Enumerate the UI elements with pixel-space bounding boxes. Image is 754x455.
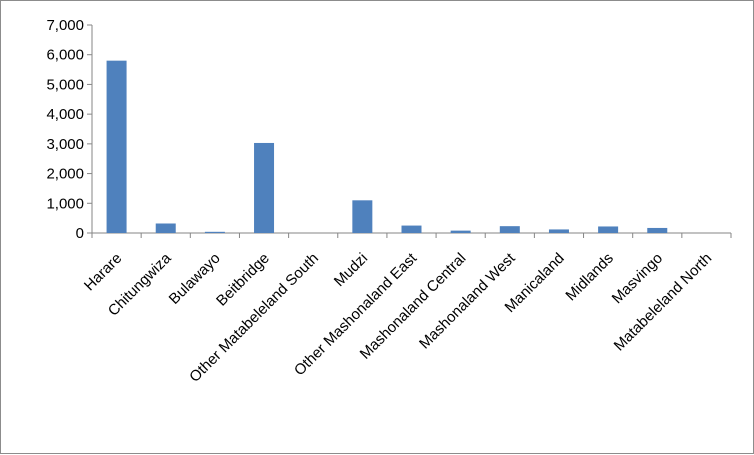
y-tick-label: 5,000 bbox=[46, 76, 84, 93]
bar bbox=[204, 231, 225, 233]
y-tick-label: 7,000 bbox=[46, 17, 84, 34]
x-axis bbox=[91, 232, 732, 238]
bars bbox=[106, 60, 668, 234]
x-category-label: Matabeleland North bbox=[611, 250, 716, 355]
y-tick-label: 6,000 bbox=[46, 47, 84, 64]
y-tick-label: 1,000 bbox=[46, 195, 84, 212]
x-category-label: Harare bbox=[81, 250, 125, 294]
bar bbox=[548, 229, 569, 233]
bar bbox=[499, 226, 520, 233]
bar bbox=[254, 142, 275, 233]
bar bbox=[106, 60, 127, 234]
y-tick-label: 2,000 bbox=[46, 166, 84, 183]
category-labels: HarareChitungwizaBulawayoBeitbridgeOther… bbox=[81, 249, 715, 385]
bar bbox=[401, 225, 422, 233]
y-tick-label: 0 bbox=[76, 225, 84, 242]
y-tick-label: 4,000 bbox=[46, 106, 84, 123]
bar bbox=[155, 223, 176, 233]
y-tick-label: 3,000 bbox=[46, 136, 84, 153]
x-category-label: Mudzi bbox=[331, 250, 371, 290]
bar bbox=[598, 226, 619, 233]
bar bbox=[352, 200, 373, 233]
bar bbox=[647, 227, 668, 233]
bar bbox=[450, 230, 471, 233]
y-axis: 0 1,000 2,000 3,000 4,000 5,000 6,000 7,000 bbox=[46, 17, 93, 242]
